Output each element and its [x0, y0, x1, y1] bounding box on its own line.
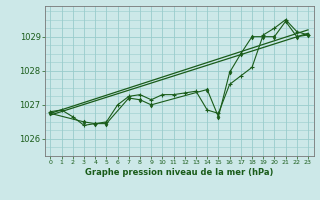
X-axis label: Graphe pression niveau de la mer (hPa): Graphe pression niveau de la mer (hPa): [85, 168, 273, 177]
